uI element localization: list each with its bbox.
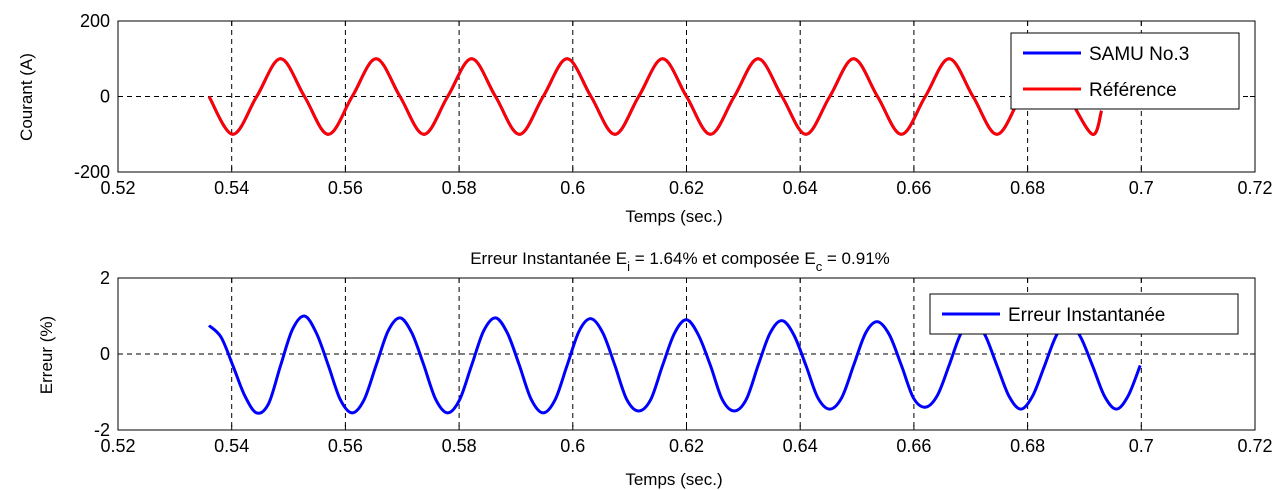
- current-plot-x-tick-label: 0.52: [100, 178, 135, 198]
- error-plot-title: Erreur Instantanée Ei = 1.64% et composé…: [470, 249, 890, 274]
- current-plot-legend-box: [1010, 32, 1240, 110]
- current-plot-x-tick-label: 0.68: [1010, 178, 1045, 198]
- current-plot-panel: 0.52 0.54 0.56 0.58 0.6 0.62 0.64 0.66 0.68 0.7 0.…: [17, 11, 1273, 226]
- current-plot-y-tick-label: 0: [100, 87, 110, 107]
- error-plot-title-sub1: i: [627, 259, 630, 274]
- current-plot-x-tick-label: 0.6: [560, 178, 585, 198]
- error-plot-x-tick-label: 0.68: [1010, 436, 1045, 456]
- current-plot-x-axis-label: Temps (sec.): [625, 207, 722, 226]
- current-plot-x-tick-label: 0.64: [783, 178, 818, 198]
- error-plot-y-axis-label: Erreur (%): [37, 316, 56, 394]
- current-plot-series-line-2: [207, 57, 1103, 136]
- error-plot-x-tick-label: 0.7: [1129, 436, 1154, 456]
- current-plot-x-tick-label: 0.62: [669, 178, 704, 198]
- error-plot-y-tick-label: 2: [100, 268, 110, 288]
- error-plot-x-tick-label: 0.64: [783, 436, 818, 456]
- error-plot-series: [207, 314, 1142, 415]
- error-plot-title-part3: = 0.91%: [822, 249, 890, 268]
- error-plot-grid: [118, 278, 1255, 430]
- current-plot-x-tick-label: 0.66: [896, 178, 931, 198]
- error-plot-x-axis-label: Temps (sec.): [625, 470, 722, 489]
- current-plot-x-tick-label: 0.56: [328, 178, 363, 198]
- error-plot-x-tick-label: 0.66: [896, 436, 931, 456]
- current-plot-legend-label: SAMU No.3: [1089, 44, 1189, 65]
- current-plot-x-tick-label: 0.72: [1237, 178, 1272, 198]
- error-plot-y-tick-label: -2: [94, 420, 110, 440]
- error-plot-x-tick-label: 0.58: [442, 436, 477, 456]
- error-plot-x-tick-label: 0.62: [669, 436, 704, 456]
- current-plot-series: [207, 57, 1103, 136]
- error-plot-x-tick-label: 0.54: [214, 436, 249, 456]
- error-plot-title-part2: = 1.64% et composée E: [630, 249, 816, 268]
- current-plot-y-tick-label: 200: [80, 11, 110, 31]
- current-plot-x-ticks: 0.52 0.54 0.56 0.58 0.6 0.62 0.64 0.66 0.68 0.7 0.…: [100, 21, 1273, 198]
- error-plot-x-ticks: 0.52 0.54 0.56 0.58 0.6 0.62 0.64 0.66 0.68 0.7 0.…: [100, 278, 1273, 456]
- current-plot-x-tick-label: 0.58: [442, 178, 477, 198]
- error-plot-legend: Erreur Instantanée: [929, 293, 1239, 335]
- error-plot-x-tick-label: 0.6: [560, 436, 585, 456]
- current-plot-y-axis-label: Courant (A): [17, 53, 36, 141]
- current-plot-y-tick-label: -200: [74, 162, 110, 182]
- error-plot-legend-label: Erreur Instantanée: [1008, 305, 1165, 326]
- error-plot-title-sub2: c: [816, 259, 823, 274]
- error-plot-panel: Erreur Instantanée Ei = 1.64% et composé…: [37, 249, 1273, 489]
- error-plot-title-part1: Erreur Instantanée E: [470, 249, 627, 268]
- current-plot-legend-label: Référence: [1089, 80, 1177, 101]
- error-plot-y-tick-label: 0: [100, 344, 110, 364]
- error-plot-x-tick-label: 0.72: [1237, 436, 1272, 456]
- error-plot-y-ticks: -2 0 2: [94, 268, 1255, 440]
- current-plot-x-tick-label: 0.7: [1129, 178, 1154, 198]
- current-plot-x-tick-label: 0.54: [214, 178, 249, 198]
- error-plot-series-line-1: [207, 314, 1142, 415]
- error-plot-x-tick-label: 0.52: [100, 436, 135, 456]
- error-plot-x-tick-label: 0.56: [328, 436, 363, 456]
- current-plot-y-ticks: -200 0 200: [74, 11, 1255, 182]
- current-plot-legend: SAMU No.3 Référence: [1010, 32, 1240, 110]
